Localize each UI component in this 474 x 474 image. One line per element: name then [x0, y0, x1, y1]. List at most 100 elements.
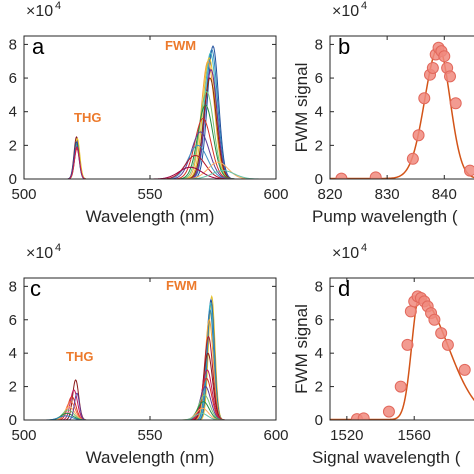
data-point	[444, 70, 456, 83]
y-tick-label: 8	[315, 36, 323, 53]
data-point	[464, 164, 474, 177]
axes-box	[329, 35, 474, 180]
panel-letter: b	[338, 34, 350, 59]
x-axis-label: Pump wavelength (	[312, 207, 458, 226]
fwm-line	[24, 117, 276, 179]
thg-line	[24, 146, 276, 179]
plot-area	[330, 41, 474, 179]
x-tick-label: 820	[317, 186, 342, 203]
y-multiplier: ×10	[332, 245, 359, 262]
y-multiplier-exponent: 4	[361, 242, 367, 254]
fwm-line	[24, 60, 276, 179]
y-multiplier: ×10	[26, 3, 53, 20]
fwm-line	[24, 412, 276, 420]
axes-box	[23, 277, 277, 421]
annotation-fwm: FWM	[165, 38, 196, 53]
y-multiplier: ×10	[26, 245, 53, 262]
data-point	[458, 363, 471, 376]
x-axis-label: Wavelength (nm)	[86, 448, 215, 467]
data-point	[406, 152, 419, 165]
y-multiplier-exponent: 4	[361, 0, 367, 12]
y-tick-label: 8	[9, 36, 17, 53]
x-tick-label: 550	[137, 186, 162, 203]
y-tick-label: 4	[315, 345, 323, 362]
y-multiplier: ×10	[332, 3, 359, 20]
data-point	[435, 327, 448, 340]
data-point	[441, 338, 454, 351]
annotation-thg: THG	[74, 110, 101, 125]
thg-line	[24, 409, 276, 420]
data-point	[412, 129, 425, 142]
y-tick-label: 4	[9, 345, 17, 362]
fwm-line	[24, 301, 276, 420]
thg-line	[24, 406, 276, 420]
y-multiplier-exponent: 4	[55, 242, 61, 254]
plot-area	[24, 45, 276, 179]
x-tick-label: 600	[263, 427, 288, 444]
y-tick-label: 4	[315, 104, 323, 121]
axes-box	[23, 35, 277, 180]
data-point	[426, 61, 439, 74]
x-tick-label: 500	[11, 186, 36, 203]
fit-curve	[330, 296, 474, 420]
data-point	[404, 305, 417, 318]
y-tick-label: 6	[315, 70, 323, 87]
plot-area	[330, 290, 474, 420]
fwm-line	[24, 144, 276, 179]
fwm-line	[24, 407, 276, 420]
thg-line	[24, 144, 276, 179]
spectra	[24, 294, 276, 420]
fwm-line	[24, 318, 276, 420]
data-point	[382, 405, 395, 418]
y-tick-label: 8	[9, 278, 17, 295]
thg-line	[24, 415, 276, 420]
fwm-line	[24, 298, 276, 420]
data-point	[401, 338, 414, 351]
y-tick-label: 0	[315, 412, 323, 429]
y-tick-label: 2	[315, 379, 323, 396]
thg-line	[24, 412, 276, 420]
y-tick-label: 6	[315, 312, 323, 329]
x-tick-label: 500	[11, 427, 36, 444]
y-tick-label: 6	[9, 312, 17, 329]
panel-d: 0 2 4 6 8 1520 1560 Signal wavelength (FWM sign…	[292, 242, 474, 467]
fwm-line	[24, 68, 276, 179]
thg-line	[24, 137, 276, 179]
y-tick-label: 2	[9, 379, 17, 396]
panel-letter: d	[338, 276, 350, 301]
y-tick-label: 2	[315, 137, 323, 154]
y-tick-label: 0	[9, 412, 17, 429]
x-tick-label: 1520	[330, 427, 363, 444]
thg-line	[24, 142, 276, 179]
x-axis-label: Wavelength (nm)	[86, 207, 215, 226]
fwm-line	[24, 48, 276, 179]
y-tick-label: 4	[9, 104, 17, 121]
x-tick-label: 550	[137, 427, 162, 444]
panel-letter: a	[32, 34, 45, 59]
y-tick-label: 0	[315, 171, 323, 188]
annotation-thg: THG	[66, 349, 93, 364]
fwm-line	[24, 45, 276, 179]
data-point	[418, 92, 431, 105]
y-tick-label: 2	[9, 137, 17, 154]
fwm-line	[24, 166, 276, 179]
thg-line	[24, 139, 276, 179]
spectra	[24, 45, 276, 179]
y-tick-label: 0	[9, 171, 17, 188]
data-point	[438, 50, 451, 63]
thg-line	[24, 136, 276, 179]
fwm-line	[24, 90, 276, 179]
annotation-fwm: FWM	[166, 278, 197, 293]
data-point	[449, 97, 462, 110]
fwm-line	[24, 77, 276, 179]
fwm-line	[24, 294, 276, 420]
x-tick-label: 600	[263, 186, 288, 203]
x-tick-label: 830	[375, 186, 400, 203]
thg-line	[24, 148, 276, 179]
fwm-line	[24, 56, 276, 179]
data-point	[357, 412, 370, 420]
fwm-line	[24, 104, 276, 179]
